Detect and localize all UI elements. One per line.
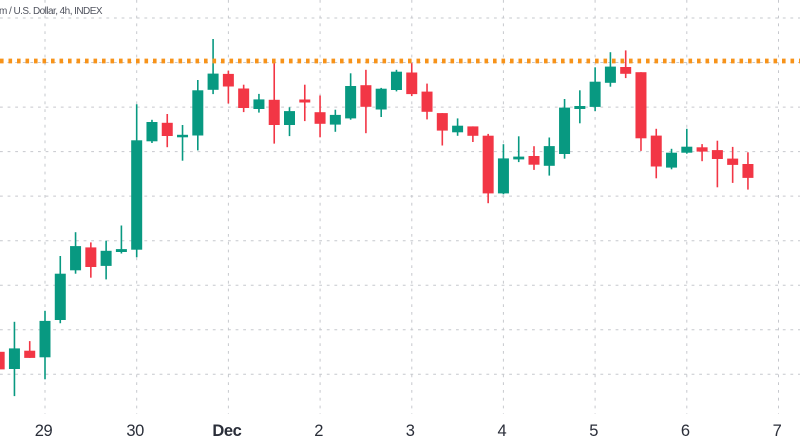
- svg-text:Dec: Dec: [212, 422, 241, 440]
- svg-text:30: 30: [126, 422, 144, 440]
- svg-text:3: 3: [406, 422, 415, 440]
- svg-text:29: 29: [35, 422, 53, 440]
- svg-text:7: 7: [773, 422, 782, 440]
- svg-text:4: 4: [498, 422, 507, 440]
- svg-text:2: 2: [314, 422, 323, 440]
- svg-text:5: 5: [589, 422, 598, 440]
- svg-text:6: 6: [681, 422, 690, 440]
- svg-text:m / U.S. Dollar, 4h, INDEX: m / U.S. Dollar, 4h, INDEX: [0, 6, 103, 17]
